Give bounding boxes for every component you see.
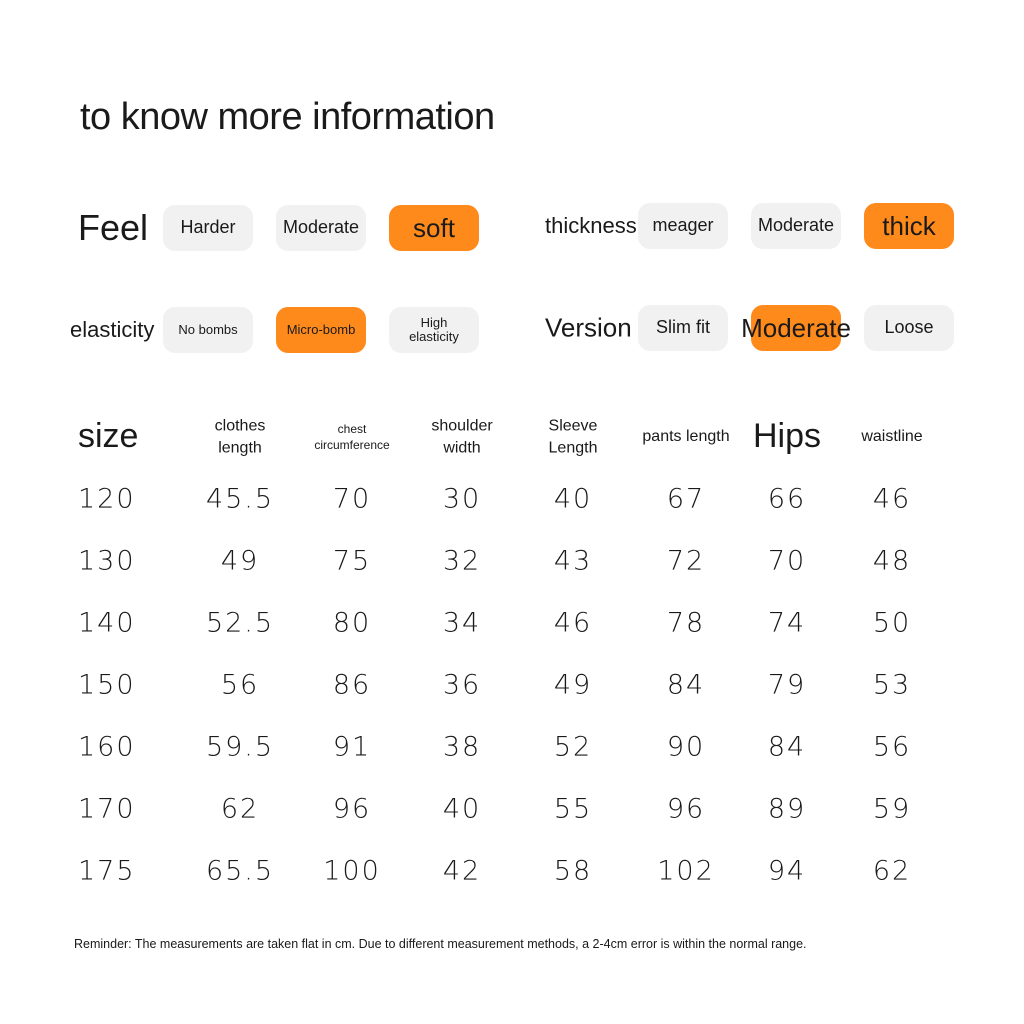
option-pill: Loose: [864, 305, 954, 351]
table-cell: 96: [666, 793, 706, 825]
column-header: shoulder width: [431, 417, 493, 456]
table-cell: 102: [657, 855, 715, 887]
table-cell: 56: [872, 731, 912, 763]
table-cell: 36: [442, 669, 482, 701]
table-cell: 56: [220, 669, 260, 701]
footnote: Reminder: The measurements are taken fla…: [74, 937, 807, 951]
table-cell: 100: [323, 855, 381, 887]
attribute-label: elasticity: [70, 317, 155, 342]
table-cell: 40: [442, 793, 482, 825]
option-pill: meager: [638, 203, 728, 249]
option-pill: thick: [864, 203, 954, 249]
option-pill: Harder: [163, 205, 253, 251]
table-cell: 52: [553, 731, 593, 763]
table-cell: 43: [553, 545, 593, 577]
table-cell: 130: [78, 545, 136, 577]
table-cell: 160: [78, 731, 136, 763]
table-cell: 140: [78, 607, 136, 639]
table-cell: 78: [666, 607, 706, 639]
table-cell: 42: [442, 855, 482, 887]
title: to know more information: [80, 96, 495, 138]
table-cell: 40: [553, 483, 593, 515]
table-cell: 80: [332, 607, 372, 639]
table-cell: 59: [872, 793, 912, 825]
column-header: waistline: [861, 428, 923, 446]
table-cell: 74: [767, 607, 807, 639]
table-cell: 89: [767, 793, 807, 825]
column-header: chest circumference: [314, 421, 390, 452]
option-pill: Slim fit: [638, 305, 728, 351]
column-header: Hips: [752, 417, 822, 456]
table-cell: 45.5: [205, 483, 275, 515]
column-header: clothes length: [214, 417, 266, 456]
option-pill: Micro-bomb: [276, 307, 366, 353]
table-cell: 52.5: [205, 607, 275, 639]
table-cell: 72: [666, 545, 706, 577]
table-cell: 84: [666, 669, 706, 701]
option-pill: Moderate: [276, 205, 366, 251]
table-cell: 150: [78, 669, 136, 701]
table-cell: 170: [78, 793, 136, 825]
table-cell: 53: [872, 669, 912, 701]
table-cell: 50: [872, 607, 912, 639]
table-cell: 91: [332, 731, 372, 763]
attribute-label: thickness: [545, 213, 637, 238]
option-pill: High elasticity: [389, 307, 479, 353]
table-cell: 90: [666, 731, 706, 763]
table-cell: 86: [332, 669, 372, 701]
table-cell: 66: [767, 483, 807, 515]
table-cell: 58: [553, 855, 593, 887]
table-cell: 46: [872, 483, 912, 515]
option-pill: No bombs: [163, 307, 253, 353]
option-pill: soft: [389, 205, 479, 251]
table-cell: 38: [442, 731, 482, 763]
table-cell: 70: [767, 545, 807, 577]
table-cell: 32: [442, 545, 482, 577]
table-cell: 84: [767, 731, 807, 763]
table-cell: 175: [78, 855, 136, 887]
option-pill: Moderate: [741, 305, 851, 351]
table-cell: 59.5: [205, 731, 275, 763]
option-pill: Moderate: [751, 203, 841, 249]
table-cell: 55: [553, 793, 593, 825]
table-cell: 65.5: [205, 855, 275, 887]
table-cell: 67: [666, 483, 706, 515]
table-cell: 94: [767, 855, 807, 887]
column-header: size: [78, 417, 139, 456]
table-cell: 62: [872, 855, 912, 887]
table-cell: 34: [442, 607, 482, 639]
attribute-label: Feel: [78, 207, 149, 248]
table-cell: 75: [332, 545, 372, 577]
table-cell: 48: [872, 545, 912, 577]
table-cell: 49: [553, 669, 593, 701]
table-cell: 79: [767, 669, 807, 701]
table-cell: 46: [553, 607, 593, 639]
table-cell: 62: [220, 793, 260, 825]
column-header: pants length: [642, 428, 730, 446]
column-header: Sleeve Length: [548, 417, 598, 456]
table-cell: 96: [332, 793, 372, 825]
table-cell: 120: [78, 483, 136, 515]
table-cell: 30: [442, 483, 482, 515]
table-cell: 49: [220, 545, 260, 577]
attribute-label: Version: [545, 312, 632, 343]
table-cell: 70: [332, 483, 372, 515]
